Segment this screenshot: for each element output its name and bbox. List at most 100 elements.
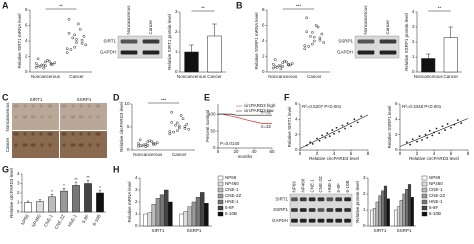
blot-band [291,208,298,212]
data-point [187,127,191,131]
data-point [42,66,45,70]
y-tick-label: 0 [17,209,20,214]
y-tick-label: 4 [17,171,20,176]
y-tick-label: 0 [395,147,398,152]
ihc-texture [96,143,100,147]
x-tick-label: NP69 [20,213,30,226]
bar [84,183,92,213]
data-point [360,115,363,118]
data-point [314,24,318,27]
legend-label: 5-8F [225,205,235,210]
data-point [450,126,452,129]
data-point [181,117,185,121]
legend-label: 6-10B [429,211,441,216]
annotation: R²=0.5207 P<0.001 [302,104,342,109]
blot-band [379,39,397,44]
x-tick-label: Cancer [207,74,222,79]
x-tick-label: 4 [333,151,336,156]
blot-band [308,197,316,202]
data-point [341,124,344,127]
x-tick-label: Cancer [307,74,322,79]
x-tick-label: 5-8F [81,213,90,224]
data-point [411,138,414,141]
bar [410,196,414,227]
data-point [418,135,421,138]
ihc-row-label: Noncancerous [5,102,10,132]
ihc-column-label: SIRT1 [30,97,43,102]
blot-column-label: Cancer [385,19,390,34]
blot-band [326,197,334,202]
data-point [73,45,76,49]
data-point [311,42,314,46]
data-point [311,142,314,145]
x-axis-label: Relative circPARD3 level [409,156,459,161]
ihc-texture [87,104,91,108]
blot-band [308,208,316,212]
data-point [318,36,322,40]
data-point [51,62,55,66]
legend-label: CNE-1 [225,187,239,192]
y-tick-label: 2 [412,39,415,44]
data-point [421,139,423,141]
bar [96,192,104,213]
data-point [172,130,175,134]
y-tick-label: 2 [363,191,366,196]
y-axis-label: Relative protein level [355,181,360,223]
data-point [80,38,84,42]
x-tick-label: SIRT1 [152,228,165,233]
blot-column-label: Noncancerous [363,5,368,35]
x-tick-label: Cancer [443,74,458,79]
data-point [176,121,179,125]
panel-label: B [236,0,243,10]
x-tick-label: 6 [450,151,453,156]
legend-swatch [217,175,224,181]
data-point [82,35,86,38]
error-bar [62,188,66,192]
ihc-texture [49,104,53,108]
error-bar [26,200,30,203]
blot-band [317,218,325,223]
bar [199,192,205,227]
y-tick-label: 4 [262,38,265,43]
data-point [176,129,179,133]
data-point [168,130,172,133]
data-point [168,132,172,136]
y-tick-label: 4 [135,175,138,180]
blot-row-label: GAPDH [337,50,353,55]
annotation: R²=0.3348 P<0.001 [402,104,442,109]
data-point [409,143,412,146]
error-bar [74,181,78,186]
data-point [49,62,53,66]
bar [378,195,382,227]
blot-column-label: CNE-2Z [318,176,323,193]
blot-band [344,208,351,212]
y-axis-label: Relative SIRT1 level [287,107,292,148]
data-point [138,138,142,142]
error-bar [448,26,453,38]
blot-background [117,35,163,59]
data-point [44,64,47,68]
x-tick-label: 6 [350,151,353,156]
bar [386,198,390,227]
ihc-texture [80,115,84,119]
y-axis-label: Relative SIRT1 mRNA level [17,14,22,69]
data-point [441,125,444,128]
y-tick-label: 0 [175,69,178,74]
annotation: P=0.0140 [220,141,240,146]
data-point [34,66,38,69]
legend-swatch [421,175,428,181]
ihc-texture [32,143,36,147]
bar [159,194,165,227]
blot-band [299,218,307,223]
data-point [316,137,318,140]
bar [184,51,199,73]
bar [399,200,403,227]
y-tick-label: 0 [262,69,265,74]
bar [372,208,377,227]
data-point [285,60,288,64]
legend-label: CNE-1 [429,187,443,192]
y-tick-label: 1 [17,200,20,205]
ihc-texture [40,143,44,147]
legend-swatch [217,187,224,193]
